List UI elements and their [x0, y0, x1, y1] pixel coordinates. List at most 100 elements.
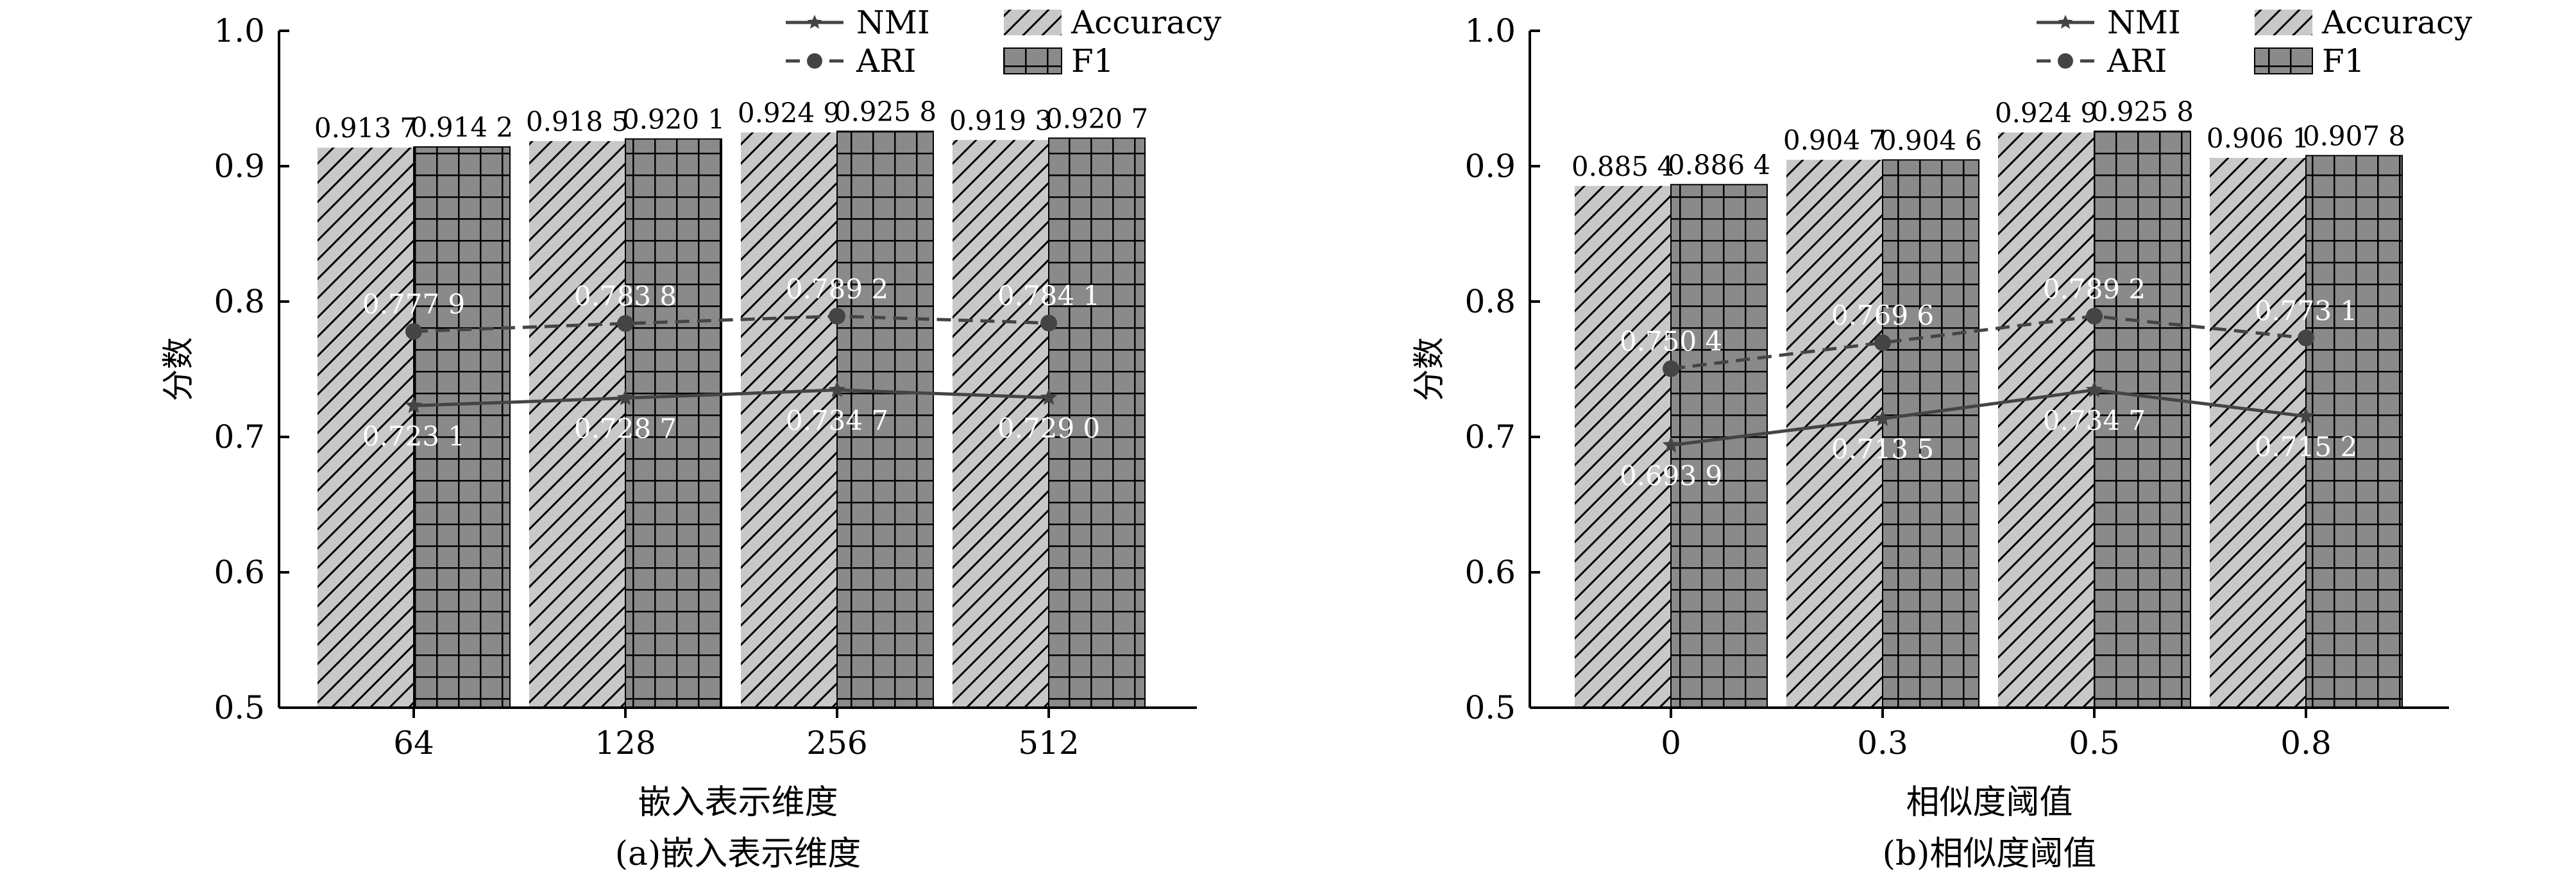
f1-bar	[2094, 130, 2191, 708]
ari-point	[405, 323, 422, 340]
nmi-series-line	[413, 388, 1049, 407]
y-tick-label: 0.8	[1464, 283, 1516, 320]
y-tick-label: 0.5	[1464, 689, 1516, 726]
panel-caption: (a)嵌入表示维度	[615, 835, 861, 873]
y-tick-label: 0.9	[214, 148, 265, 185]
x-tick-label: 0.8	[2280, 724, 2332, 762]
nmi-value-label: 0.729 0	[997, 413, 1100, 444]
legend-ari-circle-icon	[807, 53, 822, 69]
x-axis-title: 相似度阈值	[1906, 783, 2072, 822]
chart-panel-a: 0.913 70.914 2 64 0.918 50.920 1 128 0.924 9…	[160, 4, 1222, 873]
legend-accuracy-label: Accuracy	[1071, 4, 1222, 41]
accuracy-bar	[953, 140, 1049, 708]
ari-series-line	[413, 314, 1049, 334]
ari-value-label: 0.769 6	[1831, 300, 1934, 331]
ari-value-label: 0.777 9	[362, 289, 465, 320]
x-tick-label: 128	[595, 724, 656, 762]
accuracy-bar	[741, 132, 837, 708]
ari-point	[2298, 329, 2314, 346]
y-tick-label: 0.8	[214, 283, 265, 320]
ari-value-label: 0.783 8	[574, 280, 677, 312]
y-tick-label: 1.0	[1464, 12, 1516, 49]
legend-f1-swatch	[1003, 47, 1062, 74]
legend-accuracy-swatch	[2255, 10, 2312, 35]
x-tick-label: 0.5	[2069, 724, 2120, 762]
ari-point	[2086, 307, 2103, 325]
x-tick-label: 64	[393, 724, 434, 762]
accuracy-bar	[318, 148, 414, 708]
nmi-series-line	[1670, 388, 2307, 447]
nmi-value-label: 0.723 1	[362, 420, 465, 452]
legend-f1-label: F1	[1071, 42, 1114, 80]
nmi-value-label: 0.693 9	[1620, 460, 1722, 491]
accuracy-value-label: 0.924 9	[738, 97, 840, 128]
legend-ari-circle-icon	[2058, 53, 2073, 69]
nmi-point	[2085, 380, 2103, 398]
legend-f1-swatch	[2254, 47, 2313, 74]
nmi-value-label: 0.734 7	[786, 405, 888, 436]
x-tick-label: 0	[1661, 724, 1681, 762]
accuracy-value-label: 0.919 3	[949, 105, 1052, 136]
legend-f1-label: F1	[2322, 42, 2365, 80]
y-tick-label: 0.6	[214, 554, 265, 591]
accuracy-value-label: 0.885 4	[1572, 151, 1674, 182]
ari-value-label: 0.789 2	[2043, 273, 2146, 305]
panel-caption: (b)相似度阈值	[1883, 835, 2097, 873]
accuracy-bar	[1786, 160, 1883, 708]
ari-series-line	[1670, 314, 2307, 371]
f1-bar	[413, 146, 511, 708]
y-tick-label: 0.7	[214, 418, 265, 456]
f1-value-label: 0.907 8	[2303, 121, 2405, 152]
accuracy-value-label: 0.924 9	[1995, 97, 2097, 128]
f1-value-label: 0.925 8	[2091, 96, 2194, 128]
y-axis-title: 分数	[160, 337, 197, 402]
f1-value-label: 0.886 4	[1668, 149, 1770, 181]
legend-accuracy-swatch	[1004, 10, 1062, 35]
ari-value-label: 0.789 2	[786, 273, 888, 305]
y-axis-title: 分数	[1411, 337, 1448, 402]
f1-value-label: 0.914 2	[411, 112, 513, 143]
legend-ari-label: ARI	[2106, 42, 2167, 80]
nmi-point	[1874, 409, 1892, 426]
ari-point	[829, 307, 845, 325]
y-tick-label: 0.5	[214, 689, 265, 726]
nmi-value-label: 0.728 7	[574, 413, 677, 444]
legend-nmi-label: NMI	[2107, 4, 2181, 41]
f1-value-label: 0.920 1	[622, 104, 725, 135]
ari-point	[1040, 314, 1057, 332]
accuracy-value-label: 0.913 7	[314, 112, 417, 144]
x-axis-title: 嵌入表示维度	[638, 783, 838, 822]
accuracy-bar	[1998, 132, 2094, 708]
nmi-point	[405, 397, 423, 413]
y-tick-label: 0.9	[1464, 148, 1516, 185]
y-tick-label: 1.0	[214, 12, 265, 49]
ari-point	[1874, 334, 1891, 352]
ari-value-label: 0.750 4	[1620, 326, 1722, 357]
nmi-value-label: 0.713 5	[1831, 434, 1934, 465]
nmi-value-label: 0.734 7	[2043, 405, 2146, 436]
f1-bar	[1670, 183, 1768, 709]
legend-nmi-star-icon	[807, 15, 822, 29]
legend-nmi-label: NMI	[856, 4, 930, 41]
x-tick-label: 512	[1018, 724, 1079, 762]
accuracy-value-label: 0.918 5	[526, 106, 629, 137]
x-tick-label: 256	[806, 724, 867, 762]
y-tick-label: 0.6	[1464, 554, 1516, 591]
f1-value-label: 0.904 6	[1879, 124, 1982, 156]
f1-bar	[1882, 159, 1979, 708]
accuracy-bar	[529, 141, 625, 708]
nmi-point	[2297, 407, 2315, 424]
y-tick-label: 0.7	[1464, 418, 1516, 456]
chart-panel-b: 0.885 40.886 400.904 70.904 60.30.924 90…	[1411, 4, 2473, 873]
ari-value-label: 0.784 1	[997, 280, 1100, 312]
nmi-value-label: 0.715 2	[2255, 431, 2357, 463]
f1-bar	[1048, 137, 1146, 708]
f1-value-label: 0.920 7	[1046, 103, 1148, 134]
legend-ari-label: ARI	[856, 42, 917, 80]
accuracy-value-label: 0.906 1	[2207, 123, 2309, 154]
f1-bar	[2305, 155, 2403, 709]
nmi-point	[828, 380, 846, 398]
